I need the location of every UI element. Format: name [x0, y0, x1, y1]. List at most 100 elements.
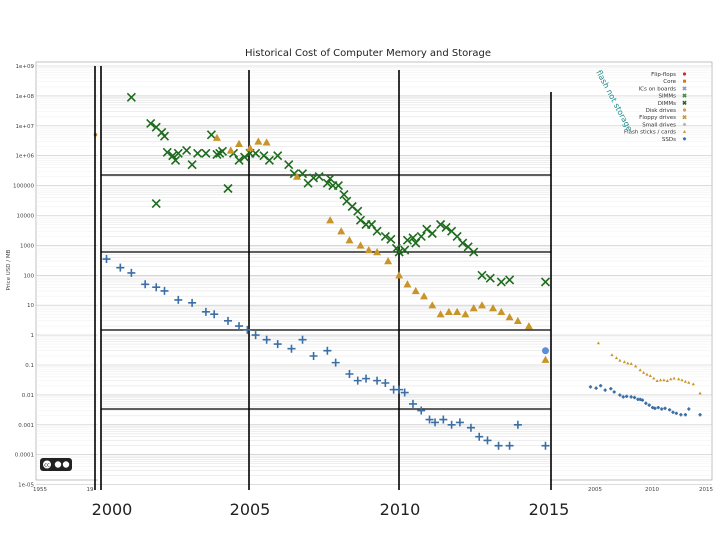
inset-plot: [588, 341, 702, 417]
data-point-plus: [331, 358, 340, 367]
data-point-x: [273, 151, 283, 161]
data-point-plus: [656, 405, 660, 410]
data-point-plus: [475, 432, 484, 441]
data-point-plus: [251, 331, 260, 340]
data-point-triangle: [403, 280, 412, 288]
data-point-x: [217, 146, 228, 156]
data-point-plus: [679, 413, 683, 417]
data-point-plus: [425, 415, 434, 424]
data-point-x: [436, 219, 446, 230]
legend-entry: Small drives: [642, 122, 676, 128]
data-point-plus: [201, 307, 210, 316]
data-point-x: [297, 169, 308, 179]
data-point-plus: [309, 351, 318, 360]
data-point-triangle: [634, 364, 638, 368]
legend-entry: Floppy drives: [639, 115, 676, 121]
data-point-triangle: [618, 358, 622, 362]
data-point-plus: [439, 415, 448, 424]
data-point-triangle: [384, 257, 393, 265]
data-point-plus: [505, 441, 514, 450]
data-point-triangle: [629, 362, 633, 365]
data-point-x: [333, 181, 343, 191]
data-point-x: [168, 151, 178, 161]
data-point-triangle: [420, 292, 429, 300]
y-axis-label: Price USD / MB: [6, 249, 12, 290]
data-point-x: [223, 183, 233, 194]
data-point-x: [170, 155, 181, 165]
data-point-x: [146, 118, 156, 128]
data-point-x: [339, 190, 349, 200]
data-point-triangle: [682, 130, 687, 133]
data-point-triangle: [698, 391, 702, 395]
data-point-triangle: [596, 341, 600, 345]
data-point-plus: [609, 387, 613, 391]
data-point-triangle: [641, 370, 646, 374]
data-point-plus: [653, 406, 657, 410]
data-point-triangle: [610, 353, 614, 357]
data-point-plus: [116, 263, 125, 272]
data-point-triangle: [226, 146, 235, 154]
data-point-x: [325, 174, 335, 184]
data-point-x: [284, 160, 294, 170]
data-point-plus: [188, 298, 197, 307]
y-tick-label: 10: [27, 303, 34, 309]
y-tick-label: 100: [24, 273, 35, 279]
data-point-triangle: [469, 304, 478, 312]
y-tick-labels: 1e+091e+081e+071e+0610000010000100010010…: [13, 64, 34, 489]
data-point-plus: [395, 385, 404, 394]
data-point-triangle: [658, 378, 663, 382]
data-point-triangle: [461, 310, 470, 318]
data-point-plus: [323, 346, 332, 355]
data-point-x: [682, 100, 687, 105]
zoom-x-tick-2000: 2000: [92, 500, 133, 519]
data-point-x: [173, 148, 183, 158]
data-point-plus: [287, 344, 296, 353]
inset-x-tick-2005: 2005: [588, 487, 602, 493]
data-point-x: [422, 224, 432, 234]
legend-entry: Flash sticks / cards: [624, 130, 676, 136]
data-point-triangle: [395, 271, 404, 279]
data-point-plus: [431, 418, 440, 427]
x-tick-label-19: 19: [87, 487, 94, 493]
data-point-triangle: [513, 316, 522, 325]
data-point-x: [353, 206, 363, 216]
y-tick-label: 0.01: [22, 393, 34, 399]
y-tick-label: 1e+08: [16, 94, 35, 100]
data-point-plus: [603, 388, 607, 392]
data-point-triangle: [373, 248, 382, 256]
x-tick-label-1955: 1955: [33, 487, 47, 493]
data-point-triangle: [638, 368, 642, 372]
data-point-plus: [674, 411, 678, 415]
y-tick-label: 0.0001: [15, 453, 34, 459]
data-point-triangle: [254, 137, 263, 145]
data-point-triangle: [669, 377, 673, 381]
data-point-plus: [612, 390, 616, 394]
data-point-triangle: [687, 380, 691, 384]
legend-entry: DIMMs: [658, 101, 676, 107]
data-point-plus: [262, 335, 271, 344]
data-point-triangle: [652, 376, 656, 380]
data-point-x: [355, 215, 366, 225]
data-point-x: [496, 277, 506, 287]
data-point-plus: [632, 395, 637, 400]
y-tick-label: 1e-05: [18, 483, 34, 489]
data-point-plus: [381, 379, 390, 388]
data-point-triangle: [683, 379, 687, 383]
y-tick-label: 1e+06: [16, 154, 35, 160]
data-point-plus: [417, 406, 426, 415]
data-point-x: [234, 155, 244, 165]
data-point-plus: [698, 413, 702, 417]
data-point-x: [458, 238, 468, 248]
data-point-triangle: [356, 241, 365, 249]
data-point-x: [187, 160, 197, 170]
data-point-plus: [373, 376, 382, 385]
data-point: [682, 72, 687, 76]
data-point-plus: [141, 280, 150, 289]
data-point-triangle: [364, 246, 373, 254]
data-point-x: [485, 273, 495, 283]
data-point-x: [372, 226, 382, 236]
data-point-plus: [152, 283, 161, 292]
legend-marker: [683, 79, 686, 83]
